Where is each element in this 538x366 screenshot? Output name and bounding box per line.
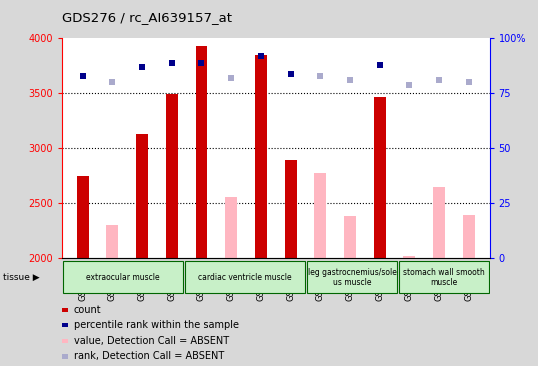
Text: GDS276 / rc_AI639157_at: GDS276 / rc_AI639157_at [62,11,232,24]
Text: leg gastrocnemius/sole
us muscle: leg gastrocnemius/sole us muscle [308,268,397,287]
Bar [344,216,356,258]
Bar [225,197,237,258]
Bar [399,261,489,293]
Bar [374,97,386,258]
Text: extraocular muscle: extraocular muscle [86,273,160,282]
Text: stomach wall smooth
muscle: stomach wall smooth muscle [403,268,485,287]
Bar [285,160,296,258]
Bar [463,215,475,258]
Bar [77,176,89,258]
Bar [185,261,306,293]
Bar [255,55,267,258]
Bar [195,46,208,258]
Text: value, Detection Call = ABSENT: value, Detection Call = ABSENT [74,336,229,346]
Bar [314,173,326,258]
Bar [63,261,183,293]
Bar [433,187,445,258]
Text: percentile rank within the sample: percentile rank within the sample [74,320,239,330]
Text: rank, Detection Call = ABSENT: rank, Detection Call = ABSENT [74,351,224,361]
Text: tissue ▶: tissue ▶ [3,273,39,281]
Bar [136,134,148,258]
Text: count: count [74,305,102,315]
Bar [166,94,178,258]
Text: cardiac ventricle muscle: cardiac ventricle muscle [199,273,292,282]
Bar [404,256,415,258]
Bar [307,261,397,293]
Bar [107,225,118,258]
